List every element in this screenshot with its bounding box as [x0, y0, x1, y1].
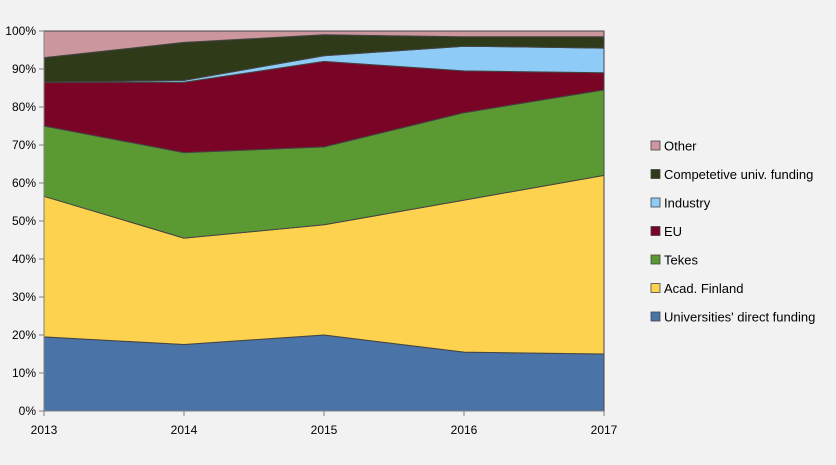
y-tick-label: 40% — [12, 252, 36, 266]
plot-areas — [43, 30, 605, 412]
legend-label: Other — [664, 139, 697, 154]
x-tick-label: 2017 — [591, 423, 618, 437]
x-tick-label: 2014 — [171, 423, 198, 437]
legend-label: Industry — [664, 196, 711, 211]
legend-label: Competetive univ. funding — [664, 167, 813, 182]
legend-swatch — [650, 226, 661, 236]
legend: Other Competetive univ. funding Industry EU… — [650, 139, 815, 325]
legend-swatch — [650, 169, 661, 179]
x-tick-label: 2015 — [311, 423, 338, 437]
y-tick-label: 10% — [12, 366, 36, 380]
y-tick-label: 100% — [5, 24, 36, 38]
y-tick-label: 50% — [12, 214, 36, 228]
legend-label: Tekes — [664, 253, 698, 268]
legend-label: Universities' direct funding — [664, 310, 815, 325]
y-tick-label: 60% — [12, 176, 36, 190]
y-tick-label: 20% — [12, 328, 36, 342]
y-tick-label: 70% — [12, 138, 36, 152]
series-area-6 — [43, 30, 605, 59]
x-tick-label: 2016 — [451, 423, 478, 437]
legend-label: EU — [664, 224, 682, 239]
legend-swatch — [650, 140, 661, 151]
y-tick-label: 80% — [12, 100, 36, 114]
legend-swatch — [650, 311, 661, 322]
legend-swatch — [650, 254, 661, 265]
y-tick-label: 90% — [12, 62, 36, 76]
y-tick-label: 0% — [19, 404, 37, 418]
legend-swatch — [650, 197, 661, 208]
axes: 0% 10% 20% 30% 40% 50% 60% 70% 80% 90% 100% 2013 201… — [5, 24, 617, 437]
legend-swatch — [650, 283, 661, 293]
y-tick-label: 30% — [12, 290, 36, 304]
legend-label: Acad. Finland — [664, 281, 744, 296]
x-tick-label: 2013 — [31, 423, 58, 437]
